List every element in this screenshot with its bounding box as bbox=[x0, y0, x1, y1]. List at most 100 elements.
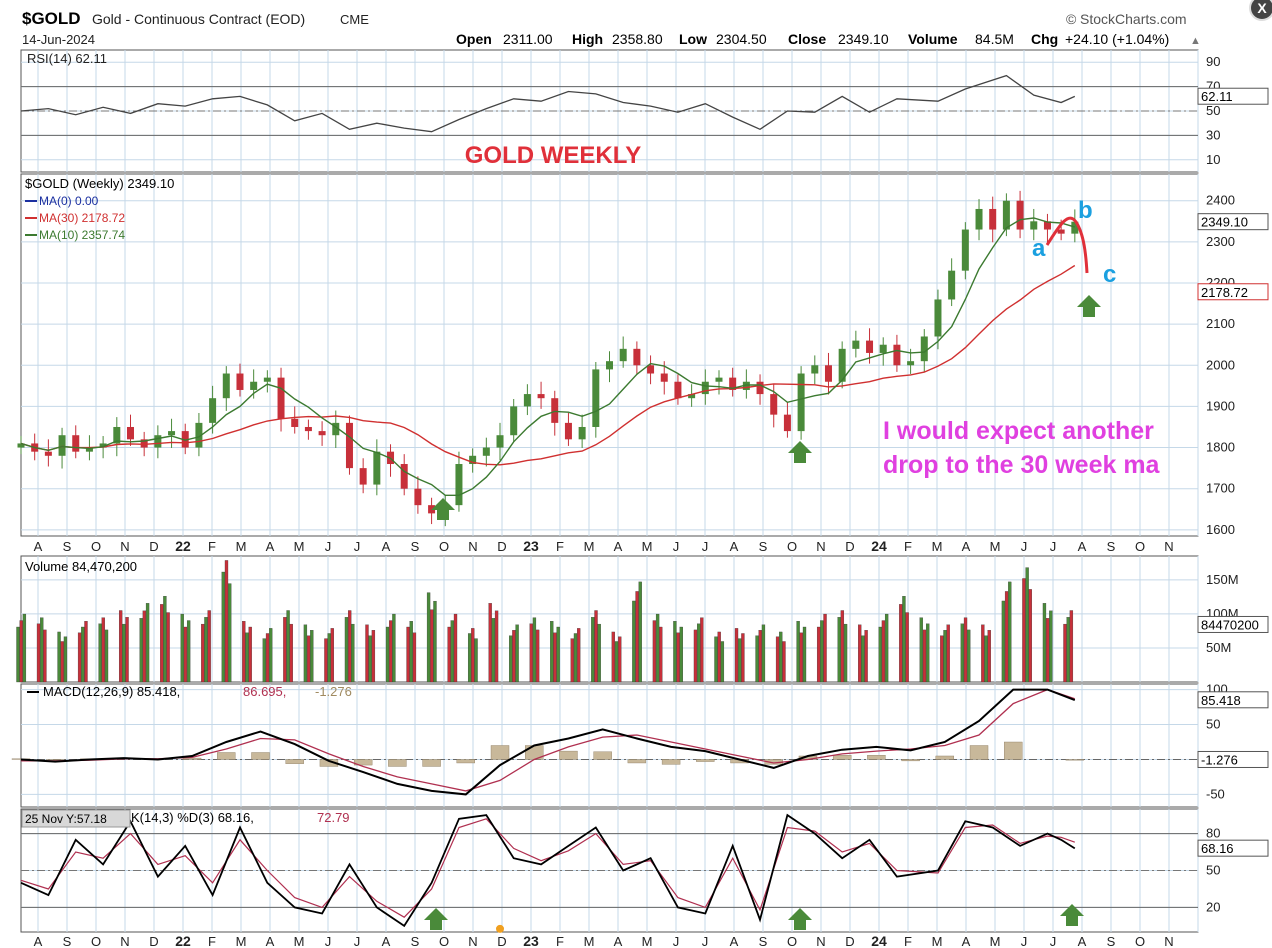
volume-bar bbox=[351, 623, 355, 683]
macd-histogram-bar bbox=[867, 755, 886, 760]
stoch-last-value-tag-box bbox=[1197, 839, 1269, 857]
volume-bar bbox=[327, 633, 331, 683]
time-axis-label: J bbox=[1021, 934, 1028, 948]
time-axis-label: N bbox=[816, 539, 825, 554]
volume-bar bbox=[673, 621, 677, 683]
volume-bar bbox=[717, 631, 721, 683]
price-tick-label: 1900 bbox=[1206, 398, 1235, 413]
volume-bar bbox=[488, 603, 492, 683]
volume-bar bbox=[145, 603, 150, 683]
time-axis-label: N bbox=[1164, 539, 1173, 554]
symbol: $GOLD bbox=[22, 9, 81, 28]
volume-bar bbox=[166, 612, 170, 683]
price-candle bbox=[920, 336, 928, 362]
macd-histogram-bar bbox=[46, 759, 65, 761]
open-label: Open bbox=[456, 31, 492, 47]
volume-bar bbox=[139, 618, 143, 683]
up-arrow-icon bbox=[424, 908, 448, 930]
price-candle bbox=[1043, 221, 1051, 230]
macd-histogram-bar bbox=[182, 757, 202, 760]
price-candle bbox=[729, 377, 737, 390]
time-axis-label: M bbox=[642, 539, 653, 554]
time-axis-label: M bbox=[990, 934, 1001, 948]
volume-bar bbox=[207, 610, 211, 683]
macd-last-value-tag-box bbox=[1197, 691, 1269, 709]
volume-bar bbox=[963, 617, 968, 683]
volume-bar bbox=[905, 612, 909, 683]
volume-bar bbox=[823, 613, 827, 683]
volume-bar bbox=[224, 560, 229, 683]
price-candle bbox=[811, 365, 819, 374]
price-candle bbox=[551, 398, 559, 423]
volume-bar bbox=[638, 581, 642, 683]
volume-bar bbox=[1063, 623, 1067, 683]
volume-bar bbox=[714, 636, 718, 683]
volume-label: Volume bbox=[908, 31, 958, 47]
time-axis-label: 24 bbox=[871, 933, 887, 948]
time-axis-label: D bbox=[497, 539, 506, 554]
price-candle bbox=[209, 398, 217, 423]
volume-bar bbox=[450, 620, 454, 683]
volume-bar bbox=[1046, 618, 1050, 683]
rsi-tick-label: 50 bbox=[1206, 103, 1220, 118]
price-candle bbox=[1071, 221, 1079, 234]
volume-bar bbox=[556, 626, 560, 683]
volume-bar bbox=[306, 635, 311, 683]
macd-histogram-bar bbox=[559, 750, 578, 760]
price-candle bbox=[742, 381, 750, 390]
volume-bar bbox=[474, 638, 478, 683]
price-candle bbox=[879, 344, 887, 353]
close-icon[interactable]: X bbox=[1249, 0, 1272, 21]
volume-bar bbox=[242, 621, 246, 683]
price-candle bbox=[1016, 200, 1024, 230]
volume-bar bbox=[348, 610, 352, 683]
volume-bar bbox=[221, 571, 225, 683]
volume-bar bbox=[987, 630, 991, 683]
volume-bar bbox=[635, 591, 639, 683]
volume-bar bbox=[471, 628, 475, 683]
volume-bar bbox=[22, 613, 27, 683]
time-axis-label: A bbox=[34, 539, 43, 554]
volume-bar bbox=[820, 620, 824, 683]
macd-legend: MACD(12,26,9) 85.418, bbox=[43, 684, 180, 699]
price-candle bbox=[647, 365, 655, 374]
macd-legend-signal: 86.695, bbox=[243, 684, 286, 699]
price-candle bbox=[345, 422, 353, 469]
rsi-legend: RSI(14) 62.11 bbox=[27, 51, 107, 66]
volume-bar bbox=[843, 623, 848, 683]
time-axis-label: M bbox=[642, 934, 653, 948]
price-candle bbox=[688, 394, 696, 399]
volume-bar bbox=[1069, 610, 1074, 683]
macd-histogram-bar bbox=[388, 759, 407, 767]
time-axis-label: J bbox=[702, 539, 709, 554]
volume-bar bbox=[570, 638, 574, 683]
macd-histogram-bar bbox=[661, 759, 681, 765]
up-arrow-icon bbox=[1077, 295, 1101, 317]
volume-bar bbox=[960, 623, 964, 683]
time-axis-label: F bbox=[208, 934, 216, 948]
macd-histogram-bar bbox=[969, 745, 989, 760]
volume-bar bbox=[16, 626, 20, 683]
price-candle bbox=[168, 431, 176, 436]
price-candle bbox=[154, 435, 162, 448]
time-axis-label: D bbox=[845, 934, 854, 948]
volume-bar bbox=[573, 633, 578, 683]
volume-bar bbox=[426, 592, 431, 683]
macd-line bbox=[20, 688, 1076, 796]
volume-bar bbox=[755, 635, 759, 683]
price-last-value-tag-box bbox=[1197, 213, 1269, 231]
volume-bar bbox=[858, 624, 862, 683]
volume-bar bbox=[1025, 567, 1029, 683]
macd-histogram-bar bbox=[285, 759, 304, 764]
time-axis-label: D bbox=[149, 539, 158, 554]
volume-bar bbox=[204, 617, 208, 683]
volume-bar bbox=[782, 641, 786, 683]
collapse-caret-icon[interactable]: ▲ bbox=[1190, 35, 1201, 47]
macd-histogram-bar bbox=[251, 752, 270, 760]
volume-bar bbox=[98, 623, 102, 683]
price-candle bbox=[140, 439, 148, 448]
time-axis-label: A bbox=[1078, 934, 1087, 948]
volume-bar bbox=[104, 629, 109, 683]
volume-bar bbox=[946, 624, 950, 683]
projected-wave-curve bbox=[1045, 216, 1089, 274]
